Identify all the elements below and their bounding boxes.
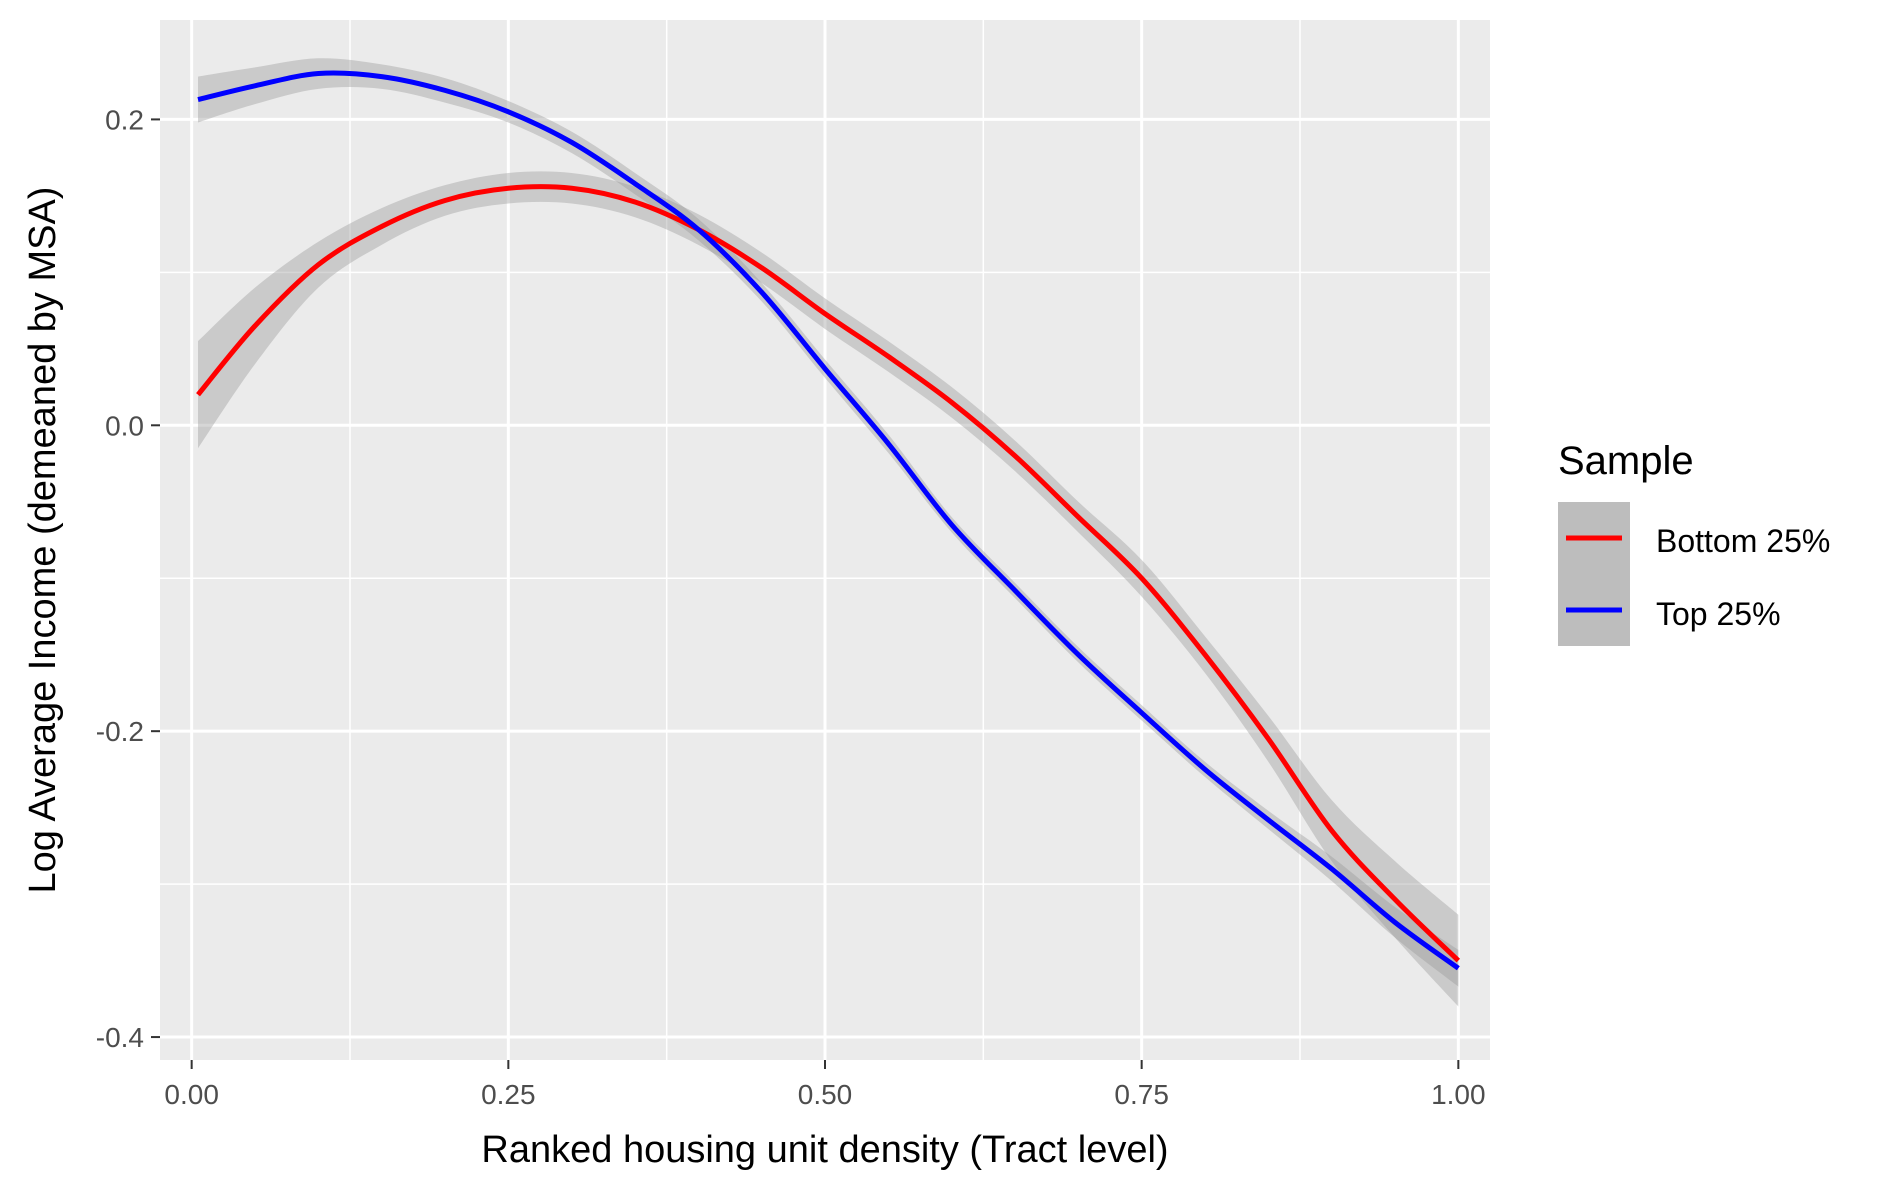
- legend-title: Sample: [1558, 439, 1694, 483]
- grid-major: [160, 20, 1490, 1060]
- band-bottom-25: [198, 171, 1459, 1007]
- y-tick-label: -0.4: [96, 1022, 144, 1053]
- x-tick-label: 0.00: [164, 1079, 219, 1110]
- x-axis-title: Ranked housing unit density (Tract level…: [481, 1129, 1168, 1171]
- x-tick-label: 0.50: [798, 1079, 853, 1110]
- legend-label-top-25: Top 25%: [1656, 596, 1781, 632]
- line-top-25: [197, 70, 1460, 971]
- x-tick-label: 1.00: [1431, 1079, 1486, 1110]
- y-axis-title: Log Average Income (demeaned by MSA): [22, 187, 64, 894]
- line-bottom-25: [196, 184, 1461, 963]
- confidence-bands: [198, 58, 1459, 1007]
- y-axis: -0.4 -0.2 0.0 0.2: [96, 104, 160, 1053]
- x-tick-label: 0.25: [481, 1079, 536, 1110]
- y-tick-label: 0.0: [105, 410, 144, 441]
- y-tick-label: 0.2: [105, 104, 144, 135]
- y-tick-label: -0.2: [96, 716, 144, 747]
- x-axis: 0.00 0.25 0.50 0.75 1.00: [164, 1060, 1486, 1110]
- series-lines: [196, 70, 1461, 971]
- legend-keys: [1558, 502, 1630, 646]
- legend: Sample Bottom 25% Top 25%: [1558, 439, 1830, 646]
- x-tick-label: 0.75: [1114, 1079, 1169, 1110]
- legend-label-bottom-25: Bottom 25%: [1656, 523, 1830, 559]
